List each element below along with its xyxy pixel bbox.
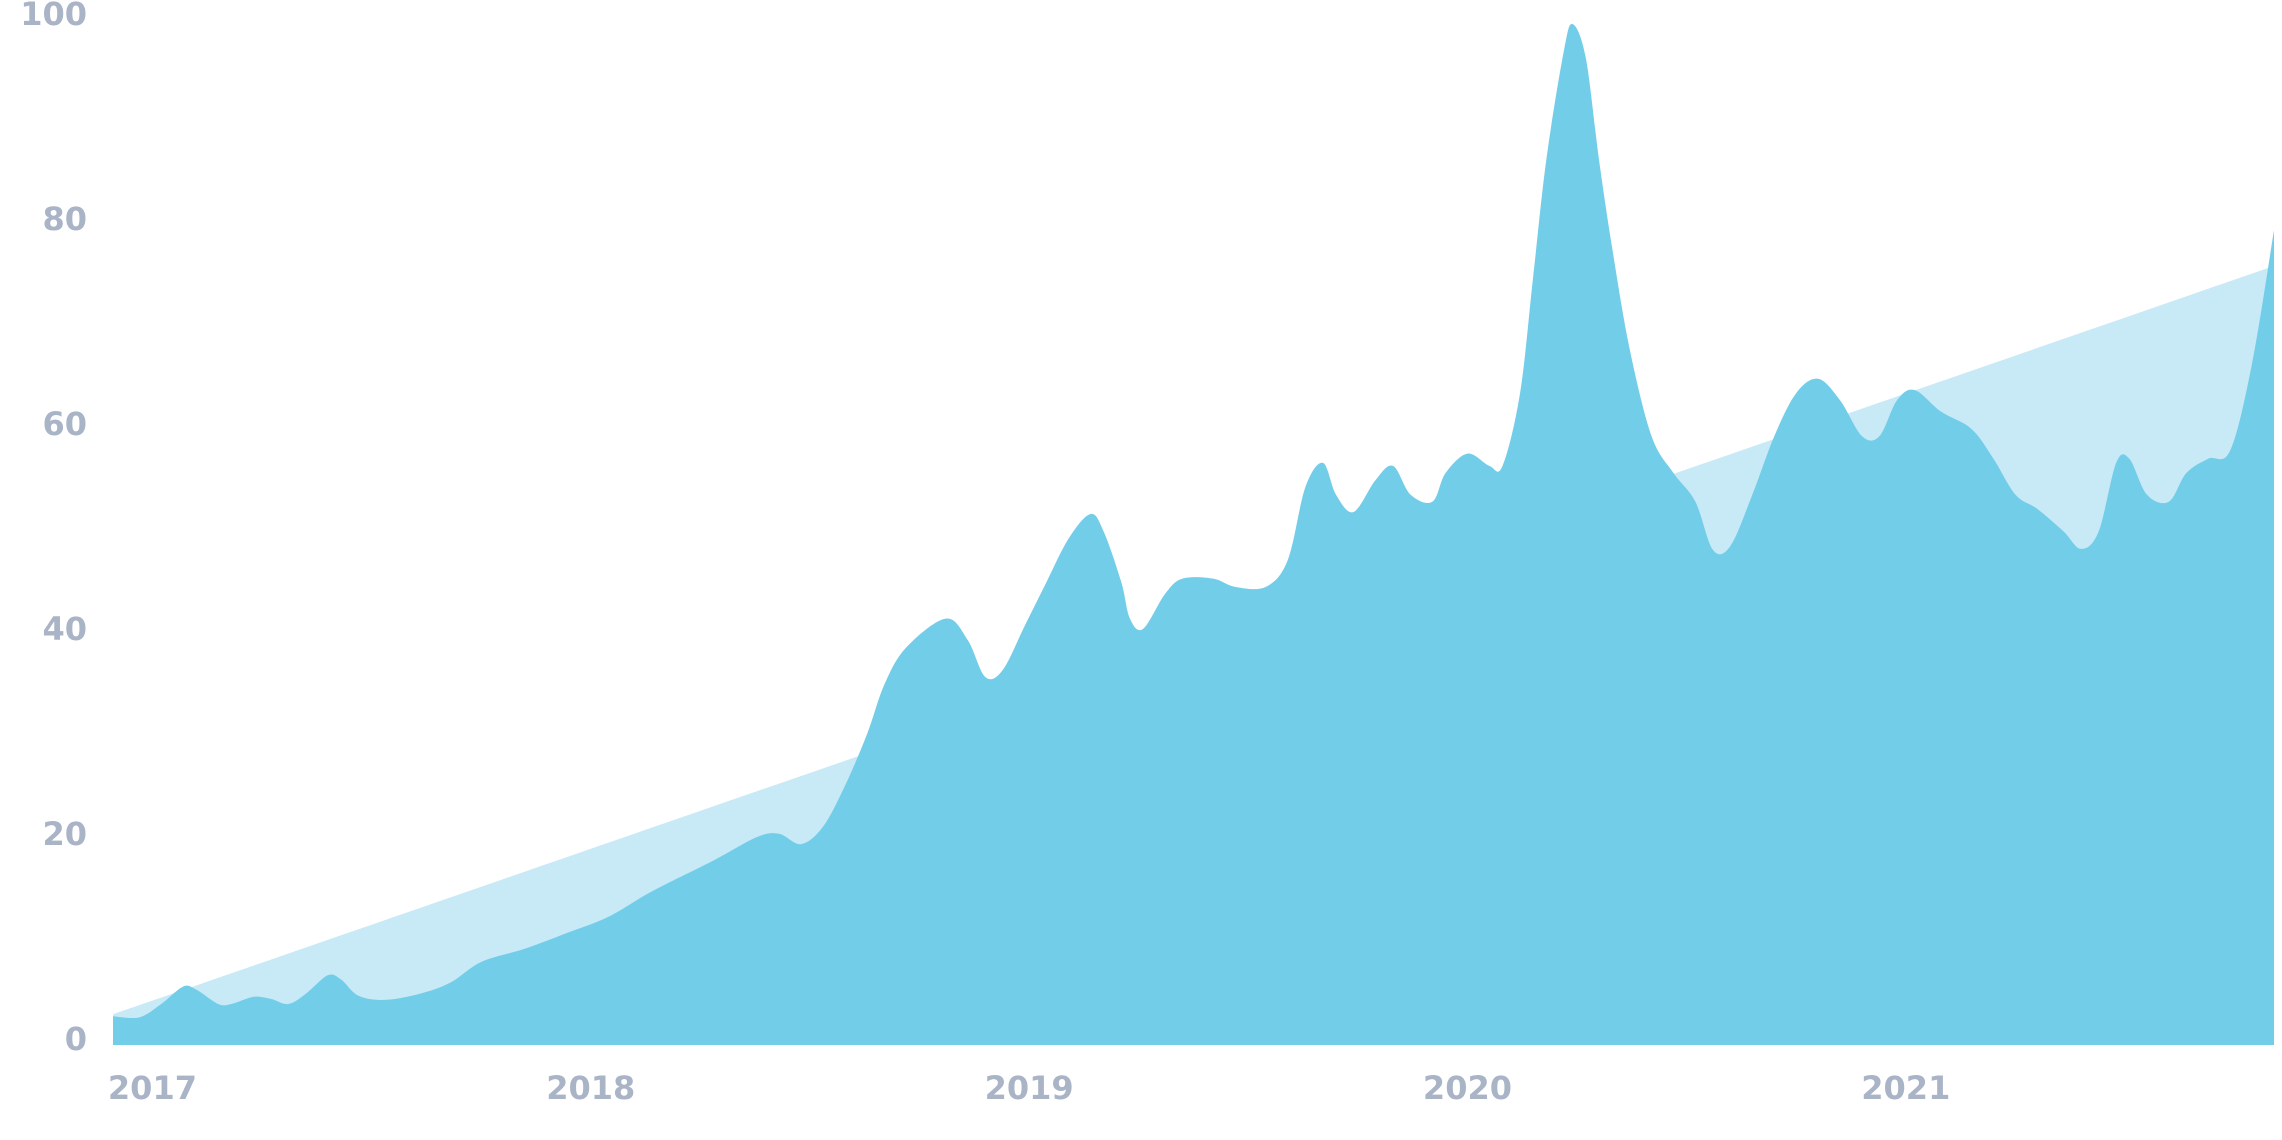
y-tick-label: 20: [42, 815, 87, 853]
x-tick-label: 2017: [108, 1069, 197, 1107]
x-tick-label: 2018: [546, 1069, 635, 1107]
y-tick-label: 100: [20, 0, 87, 33]
x-tick-label: 2021: [1861, 1069, 1950, 1107]
y-tick-label: 80: [42, 200, 87, 238]
area: [113, 23, 2274, 1045]
y-tick-label: 40: [42, 610, 87, 648]
y-tick-label: 60: [42, 405, 87, 443]
x-tick-label: 2019: [985, 1069, 1074, 1107]
x-tick-label: 2020: [1423, 1069, 1512, 1107]
y-tick-label: 0: [65, 1020, 87, 1058]
